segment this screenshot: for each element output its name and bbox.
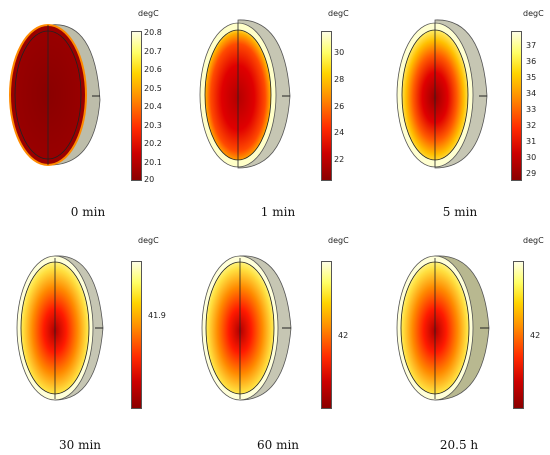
ellipsoid-plot (199, 19, 291, 169)
unit-label: degC (138, 236, 159, 245)
time-caption: 0 min (70, 205, 106, 219)
tick-label: 41.9 (148, 311, 166, 320)
tick-label: 20.2 (144, 139, 162, 148)
tick-label: 20 (144, 175, 155, 184)
panel-60min: degC 42 60 min (190, 228, 373, 455)
colorbar (321, 261, 332, 409)
colorbar (321, 31, 332, 181)
time-caption: 30 min (58, 438, 102, 452)
ellipsoid-plot (396, 19, 488, 169)
colorbar (511, 31, 522, 181)
tick-label: 26 (334, 102, 345, 111)
panel-1min: degC 30 28 26 24 22 1 min (190, 0, 373, 227)
panel-20-5h: degC 42 20.5 h (385, 228, 550, 455)
time-caption: 5 min (442, 205, 478, 219)
time-caption: 20.5 h (439, 438, 479, 452)
panel-5min: degC 37 36 35 34 33 32 31 30 29 5 min (385, 0, 550, 227)
ellipsoid-plot (9, 24, 101, 166)
tick-label: 20.6 (144, 65, 162, 74)
tick-label: 20.3 (144, 121, 162, 130)
colorbar (513, 261, 524, 409)
tick-label: 42 (530, 331, 541, 340)
tick-label: 20.5 (144, 84, 162, 93)
tick-label: 34 (526, 89, 537, 98)
tick-label: 22 (334, 155, 345, 164)
unit-label: degC (138, 9, 159, 18)
tick-label: 20.1 (144, 158, 162, 167)
colorbar (131, 261, 142, 409)
unit-label: degC (523, 236, 544, 245)
ellipsoid-plot (16, 255, 104, 401)
tick-label: 42 (338, 331, 349, 340)
tick-label: 37 (526, 41, 537, 50)
panel-30min: degC 41.9 30 min (0, 228, 183, 455)
tick-label: 24 (334, 128, 345, 137)
tick-label: 33 (526, 105, 537, 114)
tick-label: 20.7 (144, 47, 162, 56)
tick-label: 36 (526, 57, 537, 66)
tick-label: 28 (334, 75, 345, 84)
ellipsoid-plot (396, 255, 490, 401)
unit-label: degC (328, 236, 349, 245)
tick-label: 30 (334, 48, 345, 57)
tick-label: 29 (526, 169, 537, 178)
time-caption: 60 min (256, 438, 300, 452)
time-caption: 1 min (260, 205, 296, 219)
tick-label: 32 (526, 121, 537, 130)
tick-label: 30 (526, 153, 537, 162)
colorbar (131, 31, 142, 181)
unit-label: degC (523, 9, 544, 18)
tick-label: 31 (526, 137, 537, 146)
ellipsoid-plot (201, 255, 292, 401)
tick-label: 20.8 (144, 28, 162, 37)
panel-0min: degC 20.8 20.7 20.6 20.5 20.4 20.3 20.2 … (0, 0, 183, 227)
unit-label: degC (328, 9, 349, 18)
tick-label: 35 (526, 73, 537, 82)
tick-label: 20.4 (144, 102, 162, 111)
